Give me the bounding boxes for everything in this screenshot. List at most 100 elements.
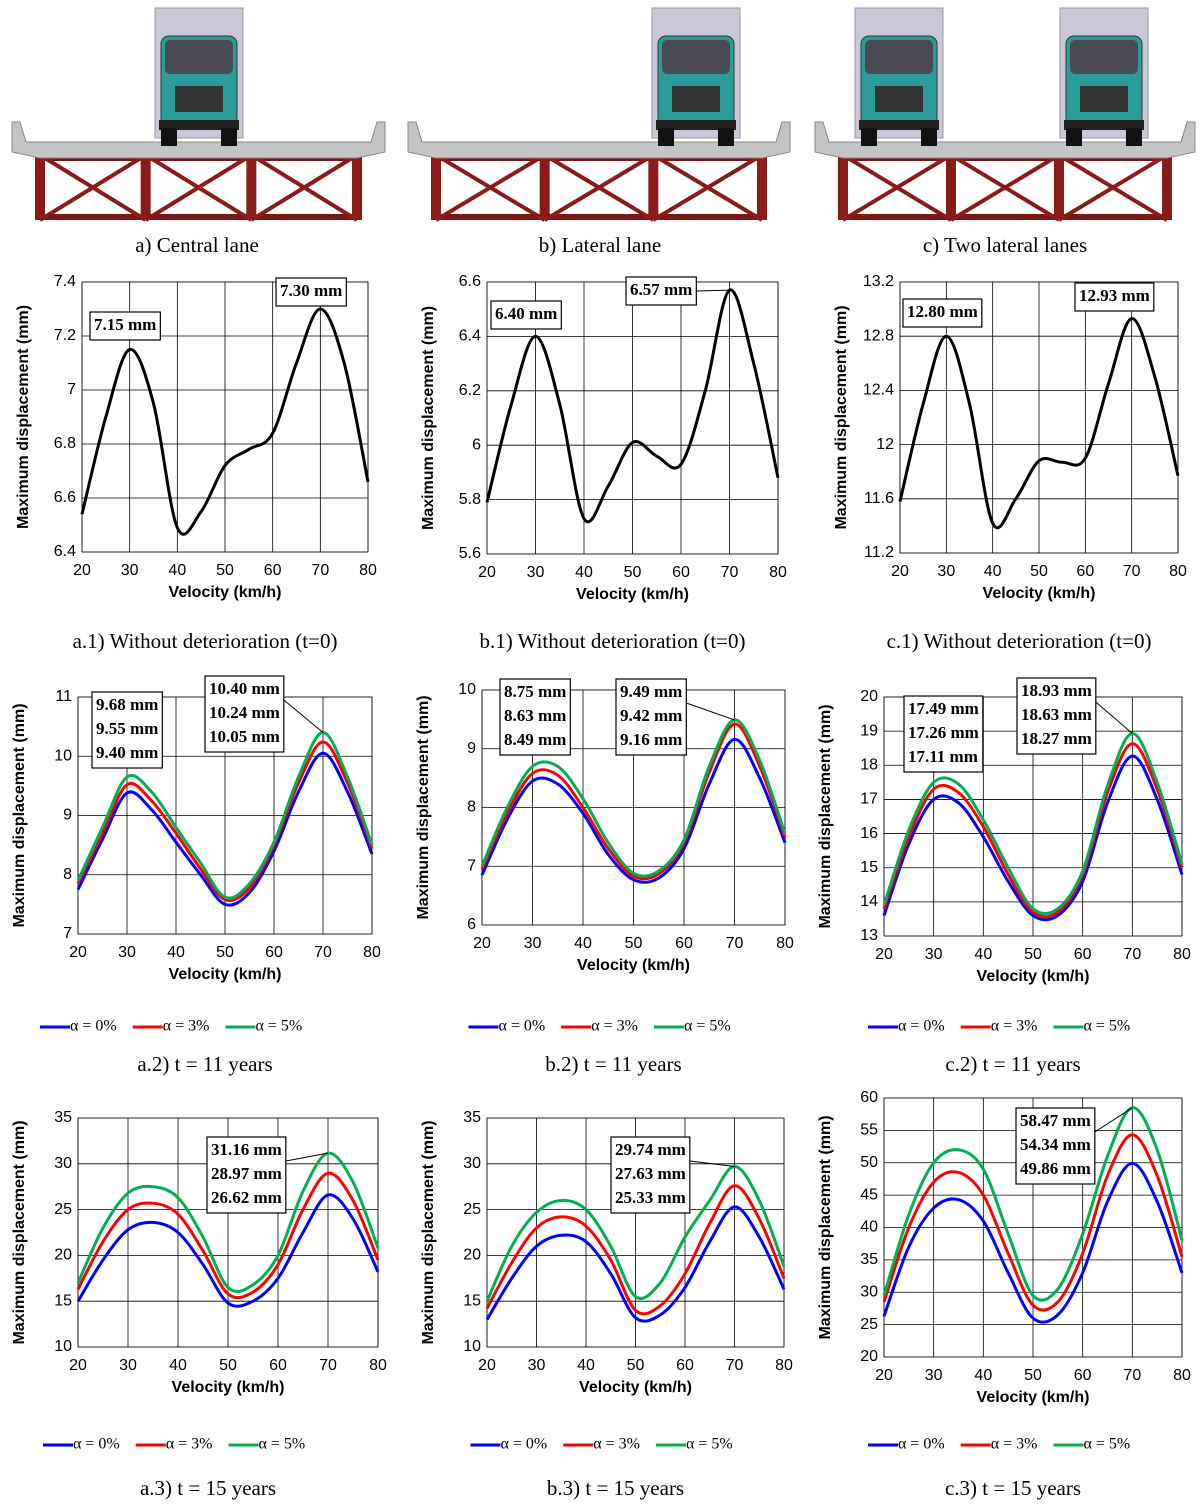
x-tick-label: 60 (1076, 563, 1094, 580)
chart-caption: b.2) t = 11 years (545, 1052, 681, 1076)
chart-caption: b.3) t = 15 years (547, 1476, 684, 1500)
y-tick-label: 7.2 (54, 327, 76, 344)
truck-wheel (861, 128, 877, 146)
annotation-text: 17.11 mm (908, 747, 978, 766)
legend-label: α = 5% (258, 1436, 305, 1453)
data-line (882, 754, 1184, 922)
bridge-deck (814, 121, 1196, 159)
x-axis-title: Velocity (km/h) (977, 1389, 1090, 1406)
x-tick-label: 70 (1123, 563, 1141, 580)
y-axis-title: Maximum displacement (mm) (817, 704, 834, 928)
annotation-text: 28.97 mm (211, 1164, 282, 1183)
truss-post (431, 155, 441, 220)
x-tick-label: 70 (726, 935, 744, 952)
data-line (485, 1165, 786, 1302)
y-tick-label: 15 (54, 1292, 72, 1309)
legend-label: α = 5% (1083, 1018, 1130, 1035)
annotation-text: 18.93 mm (1021, 681, 1092, 700)
annotation-text: 18.63 mm (1021, 705, 1092, 724)
truck-grille (1080, 86, 1128, 112)
y-axis-title: Maximum displacement (mm) (415, 695, 432, 919)
annotation-box (625, 276, 697, 306)
truck-bumper (656, 120, 736, 130)
truss-bottom-chord (436, 214, 762, 220)
truck-windshield (165, 40, 233, 74)
truss-post (1054, 155, 1064, 220)
legend-label: α = 0% (70, 1018, 117, 1035)
legend: α = 0% α = 3% α = 5% (43, 1436, 305, 1453)
legend-label: α = 5% (684, 1018, 731, 1035)
x-tick-label: 60 (1074, 946, 1092, 963)
truss-bottom-chord (843, 214, 1167, 220)
data-line (898, 317, 1180, 530)
x-tick-label: 80 (775, 1357, 793, 1374)
y-tick-label: 10 (458, 681, 476, 698)
x-tick-label: 50 (624, 564, 642, 581)
truss-post (648, 155, 659, 220)
x-axis-title: Velocity (km/h) (172, 1379, 285, 1396)
data-line (485, 1205, 786, 1323)
annotation-text: 31.16 mm (211, 1140, 282, 1159)
x-tick-label: 20 (478, 564, 496, 581)
truck-wheel (1066, 128, 1082, 146)
data-line (480, 718, 787, 878)
x-tick-label: 70 (1123, 946, 1141, 963)
truss-post (35, 155, 45, 220)
truck-wheel (921, 128, 937, 146)
truss-brace (144, 153, 253, 222)
annotation: 9.68 mm 9.55 mm 9.40 mm (91, 691, 163, 769)
data-line (480, 722, 787, 881)
y-tick-label: 12.8 (863, 327, 894, 344)
annotation-box (89, 311, 161, 341)
chart-caption: c.3) t = 15 years (945, 1476, 1081, 1500)
data-line (882, 1106, 1184, 1302)
legend: α = 0% α = 3% α = 5% (40, 1018, 302, 1035)
annotation-box (275, 277, 347, 307)
annotation: 7.30 mm (275, 277, 347, 307)
y-tick-label: 20 (463, 1247, 481, 1264)
x-tick-label: 40 (974, 946, 992, 963)
annotation-text: 25.33 mm (615, 1188, 686, 1207)
data-line (882, 732, 1184, 916)
x-tick-label: 30 (937, 563, 955, 580)
annotation: 7.15 mm (89, 311, 161, 341)
legend: α = 0% α = 3% α = 5% (868, 1018, 1130, 1035)
y-tick-label: 16 (860, 825, 878, 842)
y-tick-label: 12 (876, 436, 894, 453)
truss-brace (1057, 153, 1169, 222)
x-tick-label: 60 (265, 944, 283, 961)
legend-label: α = 3% (593, 1436, 640, 1453)
x-tick-label: 30 (119, 1357, 137, 1374)
y-tick-label: 6.8 (54, 435, 76, 452)
annotation: 6.40 mm (490, 300, 562, 330)
x-tick-label: 60 (675, 935, 693, 952)
chart-caption: a.3) t = 15 years (140, 1476, 276, 1500)
x-tick-label: 20 (478, 1357, 496, 1374)
annotation-leader (1094, 1107, 1133, 1133)
y-tick-label: 10 (54, 747, 72, 764)
truss-post (757, 155, 767, 220)
annotation: 6.57 mm (625, 276, 730, 306)
x-tick-label: 40 (984, 563, 1002, 580)
annotation-text: 17.49 mm (908, 699, 979, 718)
legend-label: α = 0% (73, 1436, 120, 1453)
data-line (485, 1184, 786, 1316)
y-tick-label: 25 (54, 1201, 72, 1218)
annotation-text: 12.93 mm (1079, 286, 1150, 305)
y-tick-label: 7.4 (54, 273, 76, 290)
y-tick-label: 30 (54, 1155, 72, 1172)
annotation-text: 10.40 mm (209, 679, 280, 698)
annotation-box (1016, 677, 1097, 755)
x-tick-label: 60 (676, 1357, 694, 1374)
data-line (76, 1171, 380, 1300)
x-tick-label: 70 (319, 1357, 337, 1374)
annotation-text: 17.26 mm (908, 723, 979, 742)
y-tick-label: 45 (860, 1186, 878, 1203)
annotation: 58.47 mm 54.34 mm 49.86 mm (1015, 1107, 1133, 1185)
bridge-deck (11, 121, 386, 159)
x-axis-title: Velocity (km/h) (576, 586, 689, 603)
legend-label: α = 5% (1083, 1436, 1130, 1453)
x-axis-title: Velocity (km/h) (977, 968, 1090, 985)
truss-bottom-chord (40, 214, 357, 220)
annotation-text: 27.63 mm (615, 1164, 686, 1183)
